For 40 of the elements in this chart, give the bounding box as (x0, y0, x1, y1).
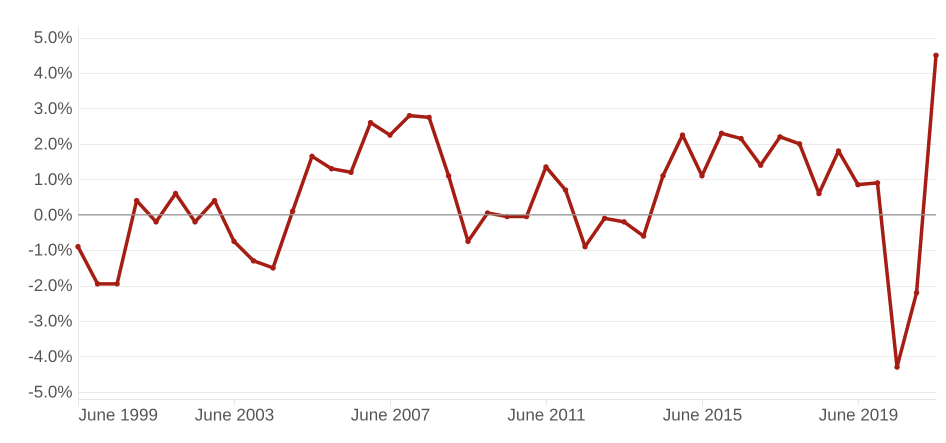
point (328, 166, 334, 172)
y-tick-label: -3.0% (28, 312, 72, 331)
y-tick-label: -4.0% (28, 346, 72, 366)
point (250, 258, 256, 264)
point (387, 132, 393, 138)
point (660, 173, 666, 179)
point (75, 244, 81, 250)
y-tick-label: -1.0% (28, 240, 72, 260)
point (231, 238, 237, 244)
y-tick-label: 5.0% (34, 28, 72, 48)
point (114, 281, 120, 287)
y-tick-label: -5.0% (28, 382, 72, 402)
point (855, 182, 861, 188)
point (718, 130, 724, 136)
x-tick-label: June 2007 (350, 406, 430, 424)
y-tick-label: 1.0% (34, 170, 72, 189)
x-tick-label: June 2015 (662, 406, 742, 424)
x-tick-label: June 2003 (194, 406, 274, 424)
point (738, 136, 744, 142)
x-tick-label: June 2011 (507, 406, 586, 424)
point (290, 208, 296, 214)
y-tick-label: 0.0% (34, 205, 72, 224)
point (348, 170, 354, 175)
point (602, 216, 608, 222)
x-tick-label: June 1999 (78, 406, 158, 424)
y-tick-label: 3.0% (34, 98, 72, 118)
x-tick-label: June 2019 (818, 406, 898, 424)
point (426, 114, 432, 120)
point (562, 187, 568, 193)
point (874, 180, 880, 186)
point (94, 281, 100, 287)
y-tick-label: 4.0% (34, 64, 72, 83)
point (270, 265, 276, 271)
y-tick-label: 2.0% (34, 134, 72, 154)
point (796, 141, 802, 147)
point (621, 219, 627, 225)
y-tick-label: -2.0% (28, 276, 72, 296)
point (777, 134, 783, 140)
point (446, 173, 452, 179)
point (406, 112, 412, 118)
